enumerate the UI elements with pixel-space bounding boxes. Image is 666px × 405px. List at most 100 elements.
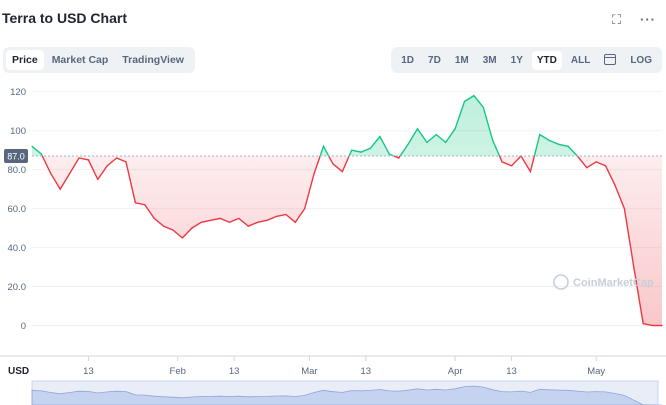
y-tick-label: 0 xyxy=(21,321,26,332)
tab-1m[interactable]: 1M xyxy=(454,54,469,66)
data-point xyxy=(558,143,560,145)
data-point xyxy=(294,221,296,223)
y-tick-label: 40.0 xyxy=(8,243,27,254)
x-tick-label: 13 xyxy=(361,366,372,377)
data-point xyxy=(388,153,390,155)
y-tick-label: 120 xyxy=(10,87,26,98)
data-point xyxy=(163,225,165,227)
calendar-button[interactable] xyxy=(599,49,621,71)
tab-all[interactable]: ALL xyxy=(570,54,591,66)
data-point xyxy=(322,145,325,147)
data-point xyxy=(144,204,146,206)
data-point xyxy=(275,215,278,217)
x-tick-label: Mar xyxy=(301,366,317,377)
tab-price[interactable]: Price xyxy=(6,50,44,70)
data-point xyxy=(332,163,334,165)
y-tick-label: 60.0 xyxy=(8,204,27,215)
data-point xyxy=(78,157,80,159)
data-point xyxy=(633,266,635,268)
expand-icon[interactable]: ⛶ xyxy=(612,12,622,27)
data-point xyxy=(69,173,71,175)
data-point xyxy=(567,145,569,147)
data-point xyxy=(652,324,654,327)
y-axis-unit: USD xyxy=(8,366,30,377)
data-point xyxy=(586,167,588,169)
data-point xyxy=(181,237,183,239)
data-point xyxy=(125,161,127,163)
data-point xyxy=(134,202,136,204)
data-point xyxy=(454,128,456,130)
calendar-icon xyxy=(604,54,617,65)
data-point xyxy=(247,225,249,227)
data-point xyxy=(360,151,362,153)
baseline-label-bg xyxy=(4,149,28,164)
data-point xyxy=(614,184,616,186)
data-point xyxy=(511,165,513,167)
data-point xyxy=(87,159,89,161)
data-point xyxy=(473,95,475,97)
x-tick-label: 13 xyxy=(83,366,94,377)
tab-market-cap[interactable]: Market Cap xyxy=(51,54,109,66)
tab-ytd[interactable]: YTD xyxy=(531,50,562,70)
data-point xyxy=(50,173,52,175)
x-tick-label: 13 xyxy=(506,366,517,377)
data-point xyxy=(416,128,419,130)
data-point xyxy=(257,221,259,223)
data-point xyxy=(529,171,532,173)
tab-tradingview[interactable]: TradingView xyxy=(122,54,184,66)
data-point xyxy=(31,145,33,147)
x-tick-label: 13 xyxy=(229,366,240,377)
data-point xyxy=(304,208,306,210)
tab-1d[interactable]: 1D xyxy=(401,54,415,66)
x-tick-label: Apr xyxy=(448,366,463,377)
y-tick-label: 20.0 xyxy=(8,282,27,293)
tab-log[interactable]: LOG xyxy=(630,54,652,66)
data-point xyxy=(398,157,400,159)
data-point xyxy=(191,227,193,229)
data-point xyxy=(266,219,268,221)
price-line-down xyxy=(41,156,662,327)
y-tick-label: 80.0 xyxy=(8,165,27,176)
data-point xyxy=(501,161,503,163)
coinmarketcap-logo-icon xyxy=(553,274,569,290)
data-point xyxy=(482,106,484,108)
data-point xyxy=(200,221,202,223)
data-point xyxy=(351,149,353,151)
tab-1y[interactable]: 1Y xyxy=(510,54,523,66)
data-point xyxy=(548,139,550,141)
data-point xyxy=(172,229,174,231)
data-point xyxy=(153,217,155,219)
area-above-baseline xyxy=(32,95,578,157)
data-point xyxy=(595,161,597,163)
data-point xyxy=(341,171,343,173)
baseline-label: 87.0 xyxy=(7,152,25,162)
data-point xyxy=(40,153,43,155)
more-icon[interactable]: ··· xyxy=(640,12,656,27)
data-point xyxy=(238,217,240,219)
data-point xyxy=(463,100,466,103)
data-point xyxy=(369,147,372,149)
data-point xyxy=(97,178,99,180)
x-tick-label: May xyxy=(587,366,605,377)
data-point xyxy=(106,165,108,167)
y-tick-label: 100 xyxy=(10,126,26,137)
tab-7d[interactable]: 7D xyxy=(428,54,441,66)
data-point xyxy=(228,221,231,223)
data-point xyxy=(407,143,409,145)
data-point xyxy=(210,219,212,221)
data-point xyxy=(116,157,118,159)
price-line-up xyxy=(31,94,579,157)
data-point xyxy=(623,208,626,210)
data-point xyxy=(445,141,447,143)
data-point xyxy=(426,141,428,143)
data-point xyxy=(219,217,221,219)
tab-3m[interactable]: 3M xyxy=(482,54,497,66)
data-point xyxy=(285,213,287,216)
data-point xyxy=(435,134,437,136)
data-point xyxy=(539,134,541,136)
chart-type-tabs: Price Market Cap TradingView xyxy=(3,47,195,73)
area-below-baseline xyxy=(32,156,662,326)
x-tick-label: Feb xyxy=(170,366,186,377)
data-point xyxy=(59,188,61,190)
